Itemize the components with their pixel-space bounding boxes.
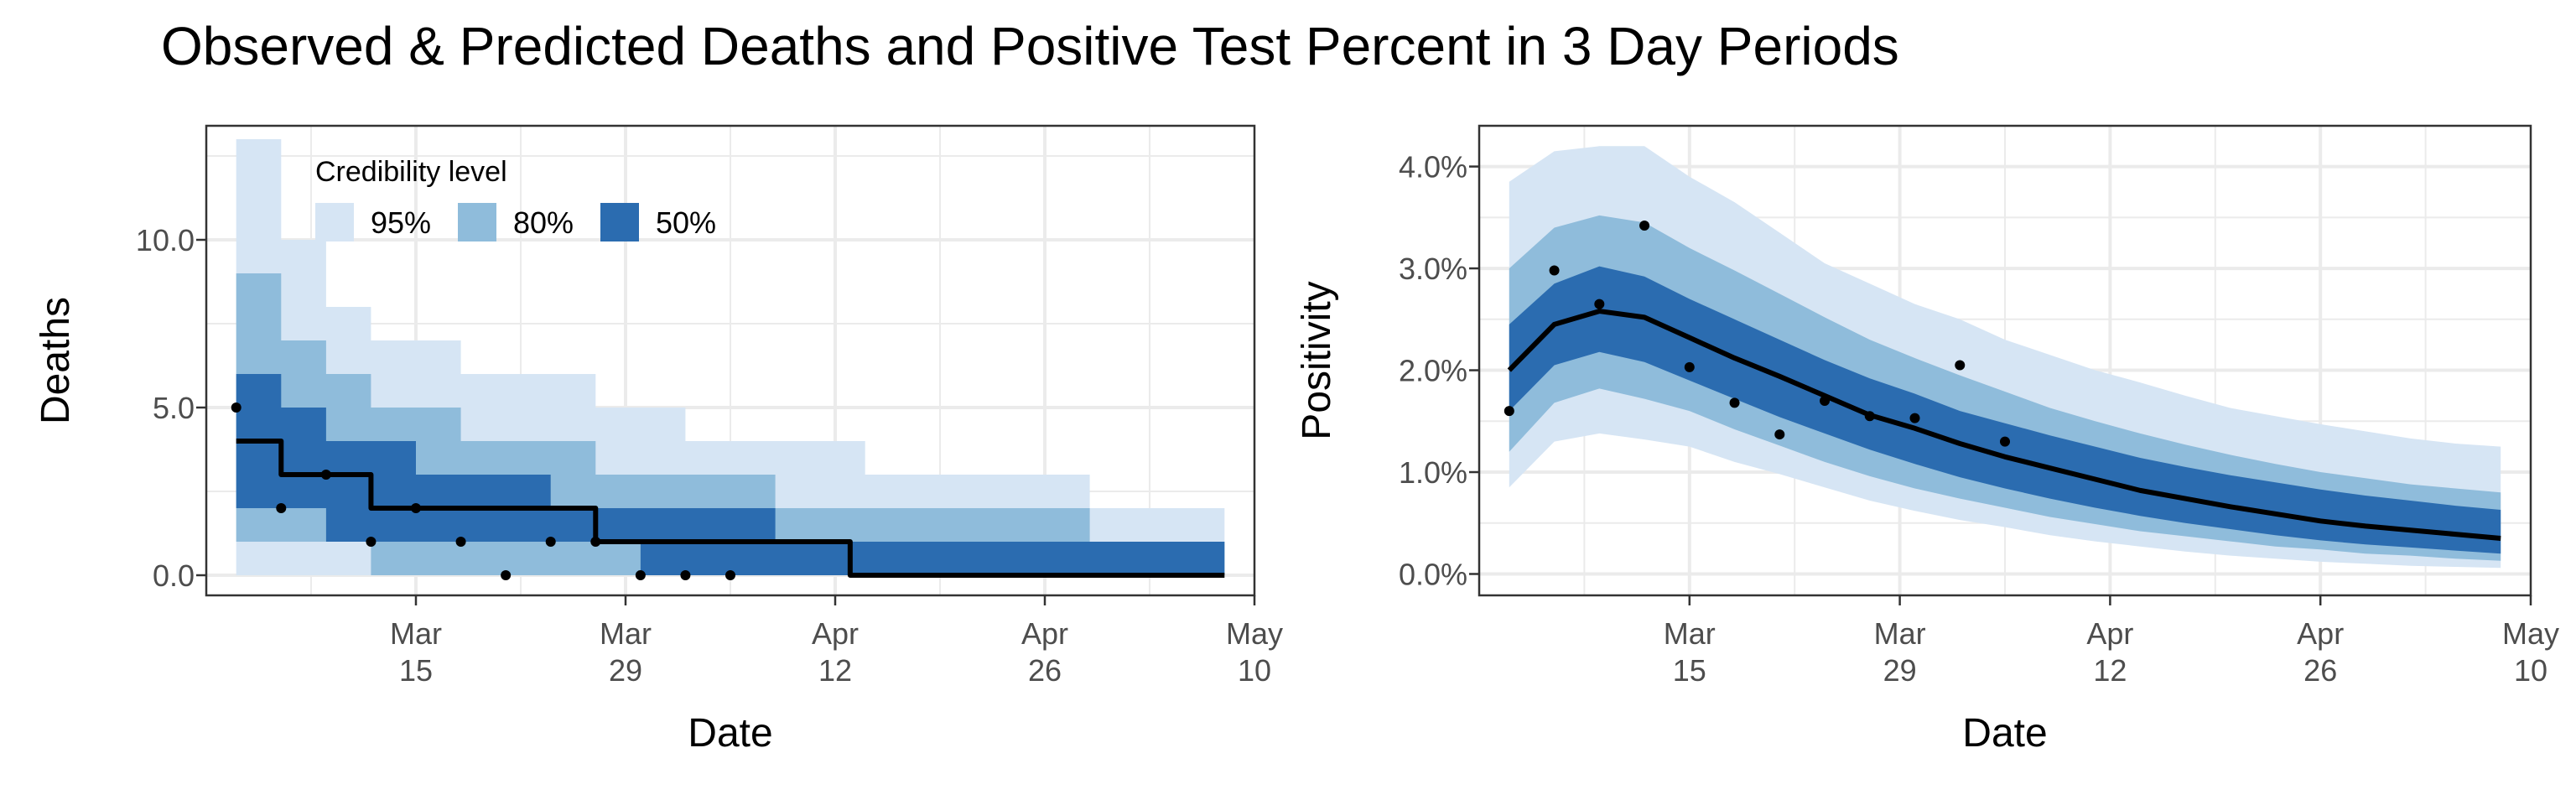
panel-border bbox=[1478, 124, 2532, 597]
y-tick-label: 3.0% bbox=[1399, 252, 1467, 286]
x-tick-label: Mar 15 bbox=[390, 616, 442, 688]
legend: Credibility level 95% 80% 50% bbox=[315, 156, 716, 242]
observed-point bbox=[1820, 395, 1831, 406]
plot-area bbox=[231, 139, 1225, 580]
x-tick-label: Apr 26 bbox=[2297, 616, 2344, 688]
observed-point bbox=[1594, 299, 1605, 309]
observed-point bbox=[231, 402, 242, 413]
x-axis-title: Date bbox=[688, 711, 772, 756]
band-80 bbox=[1509, 215, 2501, 561]
y-tick-label: 2.0% bbox=[1399, 354, 1467, 388]
observed-point bbox=[635, 570, 646, 580]
x-tick-label: May 10 bbox=[1226, 616, 1283, 688]
x-tick-label: Apr 26 bbox=[1021, 616, 1068, 688]
legend-title: Credibility level bbox=[315, 156, 507, 188]
observed-point bbox=[276, 503, 287, 513]
band-50 bbox=[1509, 266, 2501, 554]
y-tick-label: 5.0 bbox=[153, 391, 195, 425]
observed-point bbox=[1684, 361, 1695, 372]
median-line bbox=[1507, 309, 2501, 541]
legend-label: 95% bbox=[371, 205, 431, 240]
y-tick-label: 0.0 bbox=[153, 558, 195, 593]
x-tick-label: Apr 12 bbox=[812, 616, 859, 688]
observed-point bbox=[680, 570, 691, 580]
x-tick-label: May 10 bbox=[2502, 616, 2559, 688]
observed-point bbox=[366, 537, 377, 547]
observed-point bbox=[1504, 406, 1514, 417]
x-tick-label: Mar 29 bbox=[1874, 616, 1926, 688]
panel-2: 0.0% 1.0% 2.0% 3.0% 4.0% Mar 15 Mar 29 Apr 12 Apr 26… bbox=[1295, 124, 2559, 756]
legend-label: 50% bbox=[656, 205, 716, 240]
chart-title: Observed & Predicted Deaths and Positive… bbox=[161, 16, 1899, 76]
observed-point bbox=[411, 503, 421, 513]
panel-1: 0.0 5.0 10.0 Mar 15 Mar 29 Apr 12 Apr 26 May 10 Date D… bbox=[34, 124, 1283, 756]
observed-point bbox=[1549, 265, 1560, 276]
observed-point bbox=[320, 470, 331, 480]
observed-point bbox=[2000, 436, 2010, 447]
y-axis-title: Deaths bbox=[34, 297, 78, 424]
band-50 bbox=[236, 374, 1225, 575]
observed-point bbox=[1864, 411, 1875, 422]
y-tick-label: 10.0 bbox=[136, 223, 195, 257]
y-tick-label: 0.0% bbox=[1399, 557, 1467, 591]
y-tick-label: 4.0% bbox=[1399, 150, 1467, 184]
x-axis-title: Date bbox=[1962, 711, 2047, 756]
legend-key-95 bbox=[315, 203, 354, 242]
y-axis-title: Positivity bbox=[1295, 281, 1339, 439]
observed-point bbox=[455, 537, 466, 547]
legend-key-80 bbox=[458, 203, 496, 242]
legend-label: 80% bbox=[513, 205, 574, 240]
observed-point bbox=[501, 570, 512, 580]
median-line bbox=[236, 439, 1225, 578]
observed-point bbox=[1639, 221, 1650, 231]
x-tick-label: Mar 29 bbox=[600, 616, 652, 688]
y-tick-label: 1.0% bbox=[1399, 455, 1467, 490]
legend-key-50 bbox=[600, 203, 639, 242]
observed-point bbox=[1774, 429, 1785, 440]
observed-point bbox=[1955, 360, 1966, 371]
observed-point bbox=[590, 537, 601, 547]
x-tick-label: Apr 12 bbox=[2086, 616, 2133, 688]
observed-point bbox=[545, 537, 556, 547]
observed-point bbox=[1909, 413, 1920, 423]
observed-point bbox=[725, 570, 735, 580]
panel-border bbox=[205, 124, 1256, 597]
plot-area bbox=[1504, 146, 2501, 569]
observed-point bbox=[1729, 397, 1740, 408]
x-tick-label: Mar 15 bbox=[1664, 616, 1716, 688]
